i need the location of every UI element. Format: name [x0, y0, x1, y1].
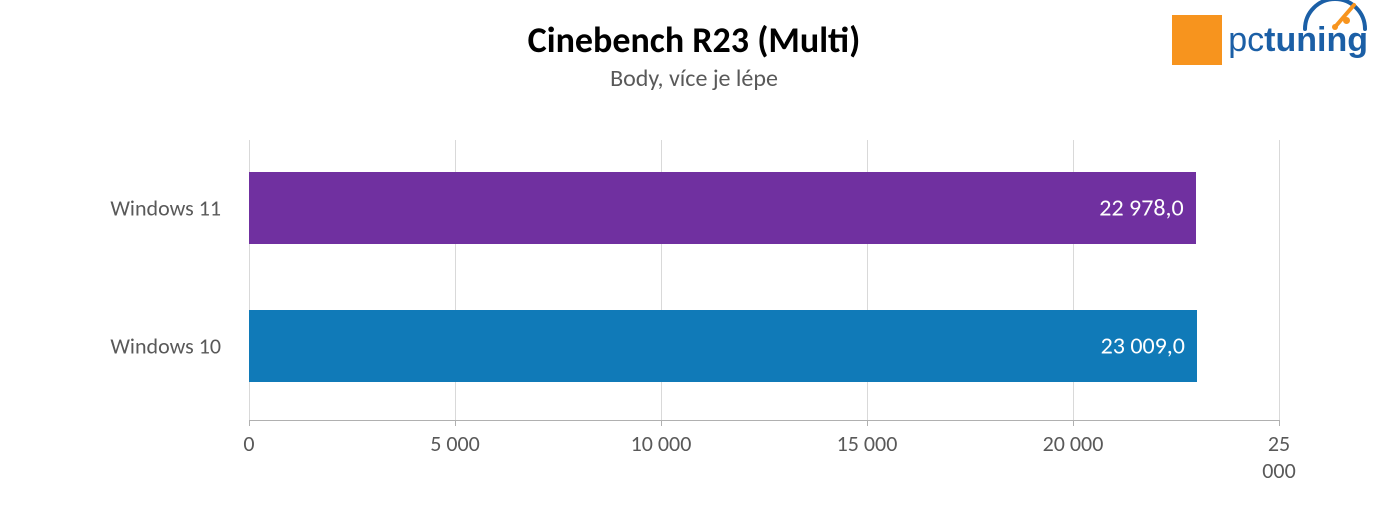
- gridline: [1279, 140, 1280, 420]
- tick-mark: [455, 420, 456, 426]
- y-axis-label: Windows 10: [110, 333, 221, 360]
- chart-container: pctuning Cinebench R23 (Multi) Body, víc…: [0, 0, 1388, 505]
- bar-windows-10: 23 009,0: [249, 310, 1197, 382]
- tick-mark: [661, 420, 662, 426]
- chart-title: Cinebench R23 (Multi): [0, 18, 1388, 62]
- x-tick-label: 20 000: [1043, 430, 1104, 457]
- y-axis-label: Windows 11: [110, 195, 221, 222]
- x-tick-label: 0: [243, 430, 254, 457]
- x-tick-label: 15 000: [837, 430, 898, 457]
- chart-subtitle: Body, více je lépe: [0, 64, 1388, 93]
- plot-area: 0 5 000 10 000 15 000 20 000 25 000 22 9…: [249, 140, 1279, 421]
- x-tick-label: 5 000: [430, 430, 480, 457]
- bar-value-label: 23 009,0: [1101, 332, 1185, 361]
- bar-windows-11: 22 978,0: [249, 172, 1196, 244]
- tick-mark: [1279, 420, 1280, 426]
- bar-value-label: 22 978,0: [1099, 194, 1183, 223]
- tick-mark: [1073, 420, 1074, 426]
- tick-mark: [249, 420, 250, 426]
- x-tick-label: 10 000: [631, 430, 692, 457]
- tick-mark: [867, 420, 868, 426]
- x-tick-label: 25 000: [1262, 430, 1295, 484]
